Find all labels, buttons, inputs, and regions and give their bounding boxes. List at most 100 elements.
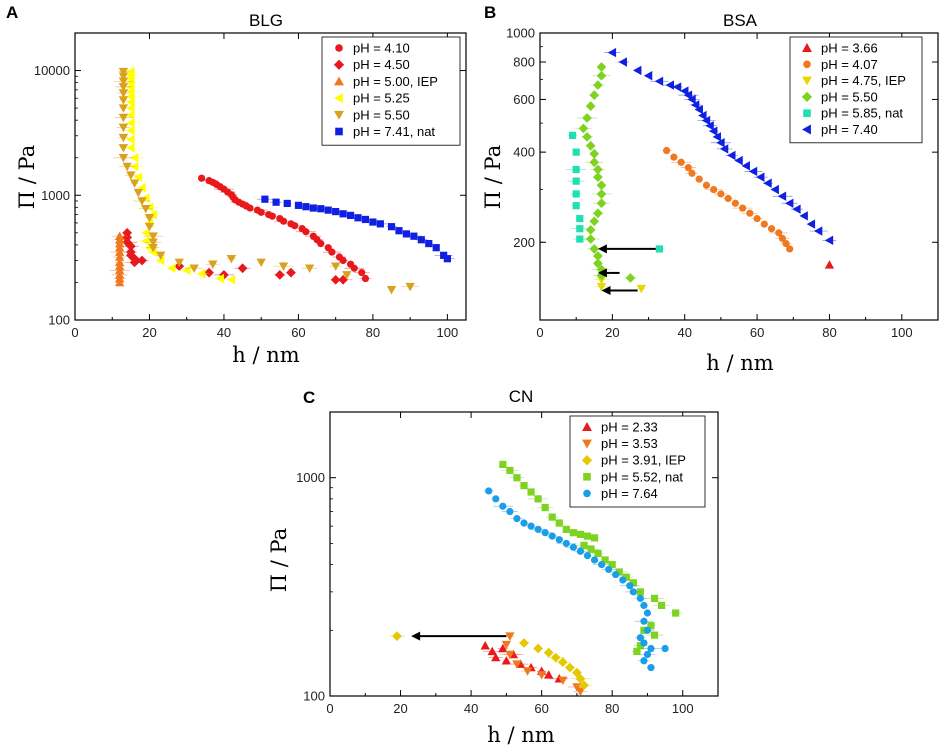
data-point — [677, 158, 685, 166]
data-layer — [109, 66, 455, 295]
data-point — [572, 202, 580, 210]
data-point — [589, 157, 600, 168]
data-point — [643, 71, 653, 81]
data-point — [618, 57, 627, 67]
legend-marker — [333, 59, 345, 70]
legend-label: pH = 5.50 — [821, 89, 878, 104]
panel-c-letter: C — [303, 388, 315, 407]
data-point — [155, 251, 166, 261]
legend-label: pH = 4.10 — [353, 41, 410, 56]
data-point — [534, 525, 542, 533]
y-tick-label: 1000 — [296, 470, 325, 485]
data-point — [724, 194, 732, 203]
data-point — [129, 179, 140, 188]
data-point — [625, 273, 636, 283]
data-point — [126, 134, 135, 145]
data-point — [118, 153, 129, 163]
data-point — [317, 239, 325, 248]
data-point — [633, 65, 642, 76]
data-point — [324, 206, 332, 214]
data-point — [746, 209, 754, 217]
data-point — [580, 541, 588, 549]
data-point — [665, 80, 674, 90]
data-point — [576, 214, 584, 223]
legend-marker — [581, 455, 593, 466]
data-point — [717, 190, 725, 198]
data-point — [492, 495, 500, 503]
data-point — [647, 644, 655, 653]
data-point — [513, 474, 521, 482]
data-point — [392, 631, 402, 642]
data-point — [661, 644, 669, 653]
data-point — [626, 582, 634, 590]
series-ph-4-50 — [117, 227, 353, 285]
data-point — [596, 264, 607, 275]
data-point — [144, 214, 155, 223]
data-point — [598, 560, 606, 569]
data-point — [339, 210, 347, 218]
data-point — [118, 89, 129, 98]
data-point — [589, 90, 600, 101]
data-point — [499, 460, 507, 469]
data-point — [786, 245, 794, 253]
data-point — [575, 687, 586, 696]
panel-b-x-axis-label: h / nm — [706, 351, 773, 375]
data-point — [760, 220, 768, 228]
panel-a-letter: A — [6, 3, 18, 22]
y-tick-label: 1000 — [506, 26, 535, 41]
data-point — [799, 211, 808, 221]
data-point — [332, 207, 340, 216]
data-point — [687, 94, 696, 105]
data-point — [118, 113, 129, 123]
data-point — [141, 236, 150, 246]
legend-marker — [334, 93, 343, 104]
data-point — [519, 638, 529, 648]
data-point — [702, 181, 711, 189]
data-point — [283, 199, 291, 208]
x-tick-label: 60 — [534, 701, 548, 716]
data-point — [126, 103, 135, 113]
data-point — [695, 175, 703, 183]
data-point — [589, 216, 600, 227]
data-point — [775, 229, 783, 237]
data-point — [569, 543, 577, 551]
series-ph-7-40 — [604, 47, 837, 246]
data-point — [376, 220, 384, 228]
data-point — [410, 232, 418, 240]
series-ph-4-07 — [661, 146, 794, 253]
data-point — [698, 110, 707, 121]
data-point — [387, 223, 396, 231]
data-point — [499, 502, 507, 510]
data-point — [680, 86, 689, 96]
data-point — [792, 204, 801, 214]
data-point — [672, 609, 680, 617]
arrow-head — [411, 631, 421, 641]
data-point — [480, 641, 490, 650]
x-tick-label: 0 — [326, 701, 333, 716]
data-point — [705, 121, 714, 131]
data-point — [118, 67, 129, 77]
data-point — [126, 118, 135, 128]
data-point — [144, 222, 155, 232]
data-point — [268, 212, 276, 220]
x-tick-label: 100 — [672, 701, 694, 716]
data-point — [778, 234, 787, 243]
data-point — [701, 115, 711, 126]
data-point — [294, 201, 303, 209]
data-point — [585, 101, 596, 111]
x-tick-label: 60 — [750, 325, 764, 340]
data-point — [338, 274, 348, 285]
data-point — [137, 255, 147, 266]
data-point — [485, 487, 493, 495]
data-point — [640, 617, 648, 625]
data-point — [672, 82, 682, 92]
data-point — [505, 632, 515, 641]
data-point — [593, 172, 603, 183]
data-point — [753, 214, 761, 223]
data-point — [141, 228, 150, 238]
data-point — [543, 647, 554, 658]
data-point — [237, 263, 248, 274]
